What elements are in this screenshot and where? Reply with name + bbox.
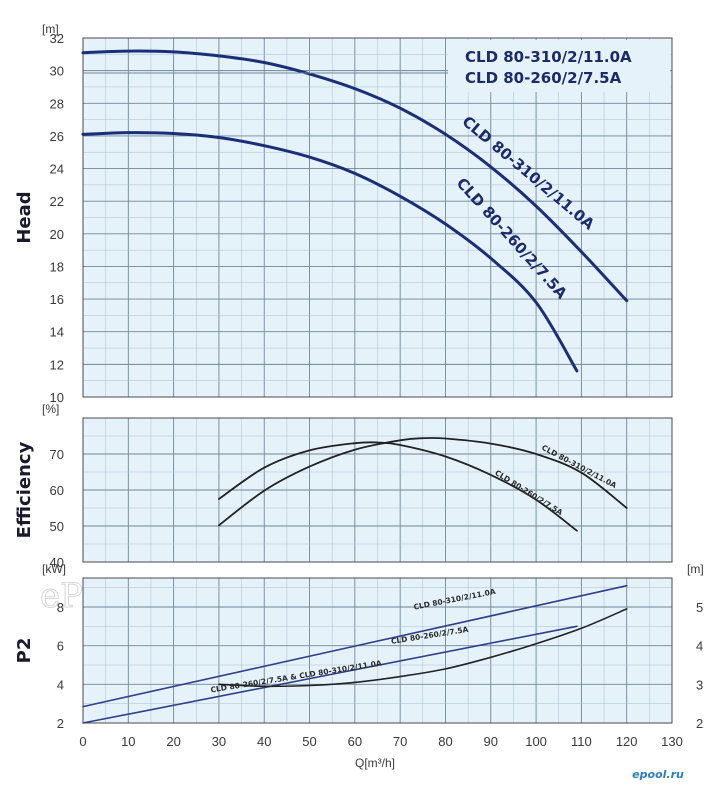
series-line-eff-310: [218, 437, 628, 527]
y-tick-label: 2: [57, 716, 64, 731]
x-tick-label: 20: [166, 734, 180, 749]
y-tick-label: 24: [50, 162, 64, 177]
y-axis-label: Head: [14, 191, 35, 243]
series-line-head-260: [81, 131, 579, 373]
y2-unit-label: [m]: [687, 562, 704, 576]
plot-frame: [82, 577, 673, 724]
y-tick-label: 32: [50, 31, 64, 46]
y-unit-label: [%]: [42, 402, 59, 416]
y-tick-label: 18: [50, 259, 64, 274]
plot-frame: [82, 417, 673, 563]
x-tick-label: 100: [525, 734, 547, 749]
legend-box: [448, 40, 670, 92]
y2-tick-label: 4: [696, 639, 703, 654]
y-tick-label: 28: [50, 96, 64, 111]
x-tick-label: 50: [302, 734, 316, 749]
y-tick-label: 4: [57, 677, 64, 692]
legend-entry: CLD 80-310/2/11.0A: [465, 48, 632, 66]
x-tick-label: 70: [393, 734, 407, 749]
y-tick-label: 22: [50, 194, 64, 209]
x-tick-label: 120: [616, 734, 638, 749]
y-axis-label: Efficiency: [14, 441, 35, 538]
plot-frame: [82, 37, 673, 398]
x-axis-label: Q[m³/h]: [355, 756, 395, 770]
y2-tick-label: 5: [696, 600, 703, 615]
y-axis-label: P2: [14, 638, 35, 664]
x-tick-label: 10: [121, 734, 135, 749]
series-line-head-310: [81, 49, 629, 303]
y-tick-label: 14: [50, 325, 64, 340]
y-tick-label: 30: [50, 64, 64, 79]
series-line-npsh: [218, 608, 628, 688]
y-tick-label: 6: [57, 639, 64, 654]
y-tick-label: 26: [50, 129, 64, 144]
y-tick-label: 70: [50, 447, 64, 462]
x-tick-label: 30: [212, 734, 226, 749]
series-line-eff-260: [218, 441, 578, 532]
x-tick-label: 40: [257, 734, 271, 749]
y-tick-label: 60: [50, 483, 64, 498]
y-tick-label: 20: [50, 227, 64, 242]
series-line-p2-260: [82, 625, 578, 724]
y-tick-label: 12: [50, 357, 64, 372]
logo: epool.ru: [632, 768, 684, 781]
y2-tick-label: 2: [696, 716, 703, 731]
legend-entry: CLD 80-260/2/7.5A: [465, 69, 622, 87]
x-tick-label: 80: [438, 734, 452, 749]
y-unit-label: [kW]: [42, 562, 66, 576]
y-tick-label: 8: [57, 600, 64, 615]
y-tick-label: 10: [50, 390, 64, 405]
y-tick-label: 50: [50, 519, 64, 534]
x-tick-label: 130: [661, 734, 683, 749]
y-unit-label: [m]: [42, 22, 59, 36]
y2-tick-label: 3: [696, 677, 703, 692]
series-line-p2-310: [82, 584, 628, 708]
x-tick-label: 90: [484, 734, 498, 749]
y-tick-label: 16: [50, 292, 64, 307]
x-tick-label: 0: [79, 734, 86, 749]
x-tick-label: 60: [348, 734, 362, 749]
x-tick-label: 110: [571, 734, 592, 749]
y-tick-label: 40: [50, 555, 64, 570]
